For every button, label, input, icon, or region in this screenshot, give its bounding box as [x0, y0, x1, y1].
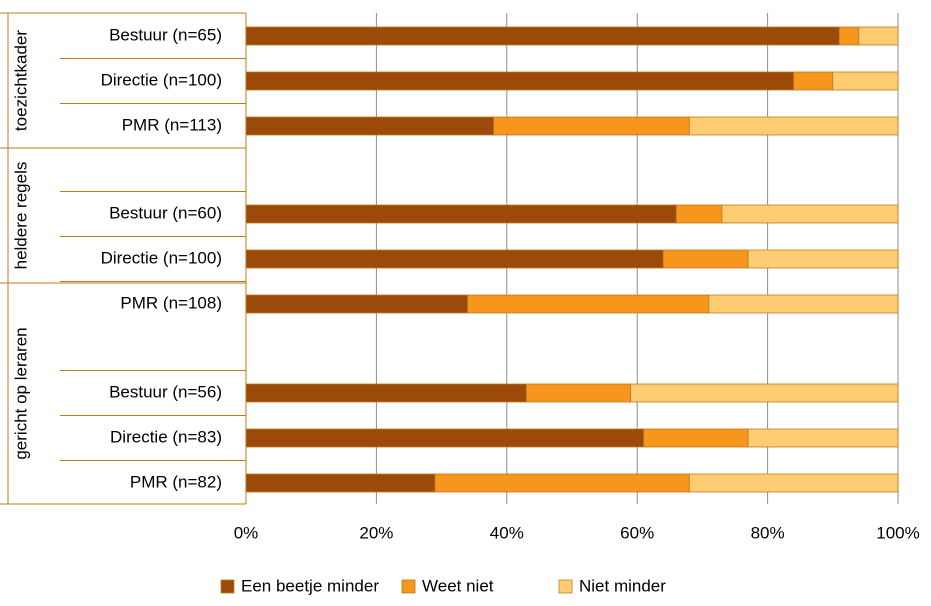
bar-segment-weet-niet: [662, 249, 749, 269]
x-tick-label: 60%: [620, 523, 654, 542]
row-label: PMR (n=113): [122, 115, 222, 134]
bar-segment-niet-minder: [858, 26, 899, 46]
bar-segment-een-beetje-minder: [245, 26, 840, 46]
bar-segment-weet-niet: [643, 428, 749, 448]
row-label: Bestuur (n=56): [109, 382, 222, 401]
row-label: PMR (n=108): [120, 293, 222, 312]
bar-segment-niet-minder: [630, 383, 899, 403]
bar-segment-niet-minder: [832, 71, 899, 91]
row-label: PMR (n=82): [130, 472, 222, 491]
x-tick-label: 20%: [359, 523, 393, 542]
bar-segment-een-beetje-minder: [245, 204, 677, 224]
bar-segment-een-beetje-minder: [245, 473, 436, 493]
legend-label: Een beetje minder: [241, 576, 379, 595]
row-label: Bestuur (n=60): [109, 203, 222, 222]
legend-label: Niet minder: [579, 576, 666, 595]
bar-segment-een-beetje-minder: [245, 249, 664, 269]
bar-segment-weet-niet: [434, 473, 690, 493]
row-label: Directie (n=100): [101, 70, 222, 89]
bar-segment-weet-niet: [838, 26, 860, 46]
bar-segment-een-beetje-minder: [245, 71, 795, 91]
bar-segment-een-beetje-minder: [245, 294, 469, 314]
bar-segment-weet-niet: [793, 71, 834, 91]
bar-segment-niet-minder: [708, 294, 899, 314]
group-label: gericht op leraren: [11, 327, 30, 459]
bar-segment-weet-niet: [525, 383, 632, 403]
legend-swatch: [401, 579, 416, 594]
bar-segment-weet-niet: [467, 294, 710, 314]
bar-segment-niet-minder: [688, 473, 899, 493]
bar-segment-weet-niet: [675, 204, 723, 224]
row-label: Directie (n=100): [101, 248, 222, 267]
row-label: Bestuur (n=65): [109, 25, 222, 44]
legend-label: Weet niet: [422, 576, 494, 595]
group-label: toezichtkader: [11, 30, 30, 131]
bar-segment-niet-minder: [747, 428, 899, 448]
x-tick-label: 40%: [490, 523, 524, 542]
bar-segment-niet-minder: [688, 116, 899, 136]
bar-segment-weet-niet: [493, 116, 690, 136]
bar-segment-niet-minder: [747, 249, 899, 269]
x-tick-label: 100%: [876, 523, 919, 542]
legend-swatch: [558, 579, 573, 594]
group-label: heldere regels: [11, 162, 30, 270]
legend-swatch: [220, 579, 235, 594]
bar-segment-een-beetje-minder: [245, 428, 645, 448]
row-label: Directie (n=83): [110, 427, 222, 446]
x-tick-label: 80%: [751, 523, 785, 542]
bar-segment-een-beetje-minder: [245, 116, 495, 136]
bar-segment-een-beetje-minder: [245, 383, 527, 403]
x-tick-label: 0%: [234, 523, 259, 542]
bar-segment-niet-minder: [721, 204, 899, 224]
